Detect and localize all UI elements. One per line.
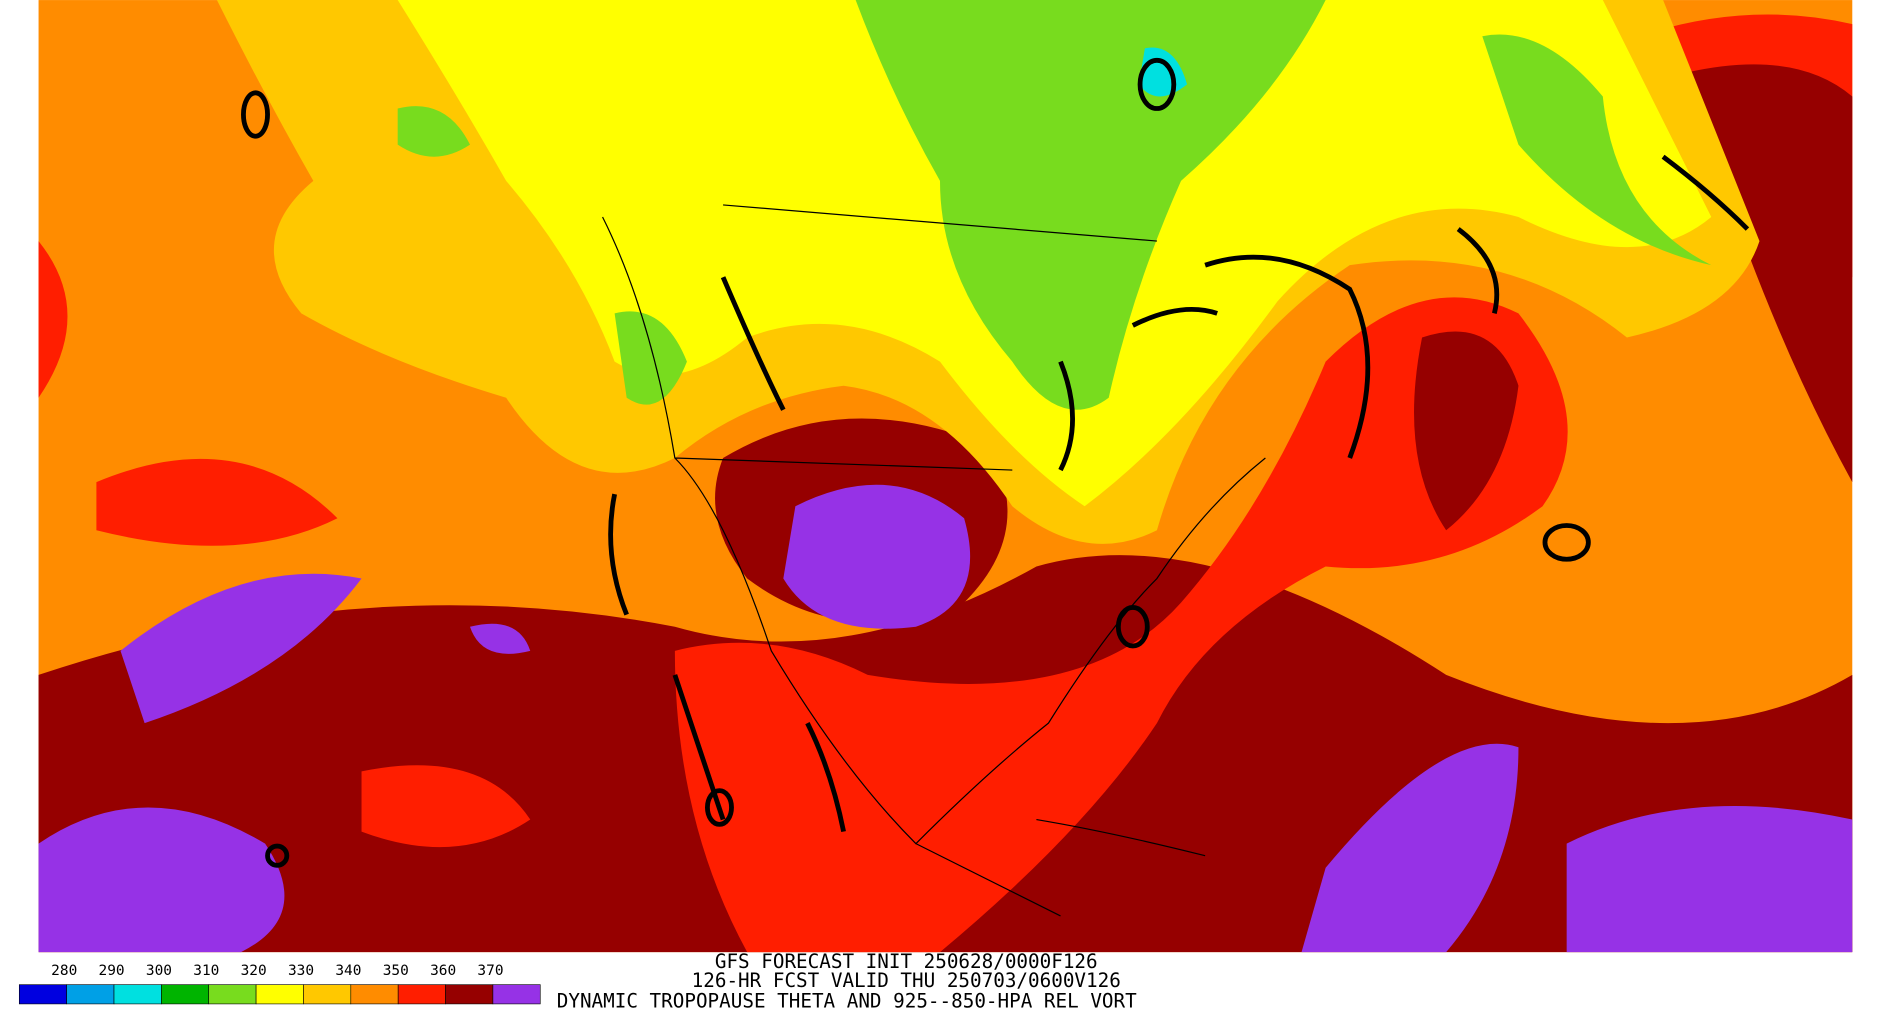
- map: [38, 0, 1853, 953]
- contour: [705, 788, 734, 827]
- colorbar-label: 280: [51, 963, 77, 979]
- title-line: DYNAMIC TROPOPAUSE THETA AND 925--850-HP…: [557, 990, 1137, 1010]
- colorbar-label: 310: [193, 963, 219, 979]
- colorbar-swatch: [255, 984, 304, 1005]
- colorbar-swatch: [303, 984, 352, 1005]
- theta-region: [397, 0, 1712, 410]
- colorbar-label: 370: [477, 963, 503, 979]
- title-line: GFS FORECAST INIT 250628/0000F126: [715, 950, 1098, 973]
- theta-region: [38, 484, 971, 953]
- title-line: 126-HR FCST VALID THU 250703/0600V126: [692, 969, 1121, 992]
- contour: [608, 276, 1218, 821]
- title-block: GFS FORECAST INIT 250628/0000F126126-HR …: [557, 950, 1137, 1010]
- colorbar-label: 360: [430, 963, 456, 979]
- colorbar-swatch: [397, 984, 446, 1005]
- colorbar: 280 290 300 310 320 330 340 350 360 370: [18, 963, 541, 1005]
- colorbar-swatch: [66, 984, 115, 1005]
- contour: [805, 154, 1750, 833]
- colorbar-label: 320: [241, 963, 267, 979]
- colorbar-swatch: [350, 984, 399, 1005]
- contour: [1542, 523, 1591, 562]
- contour: [1115, 605, 1150, 649]
- colorbar-swatch: [445, 984, 494, 1005]
- colorbar-label: 350: [383, 963, 409, 979]
- colorbar-swatch: [208, 984, 257, 1005]
- theta-region: [38, 241, 338, 546]
- colorbar-swatch: [113, 984, 162, 1005]
- contour: [1204, 254, 1371, 459]
- colorbar-swatch: [161, 984, 210, 1005]
- colorbar-label: 300: [146, 963, 172, 979]
- colorbar-swatch: [18, 984, 67, 1005]
- coastline: [602, 204, 1266, 917]
- contour: [241, 90, 270, 139]
- colorbar-label: 340: [335, 963, 361, 979]
- contour: [265, 843, 290, 868]
- vorticity-contours: [241, 57, 1750, 868]
- theta-region: [1414, 64, 1853, 531]
- colorbar-label: 290: [99, 963, 125, 979]
- colorbar-swatch: [492, 984, 541, 1005]
- theta-region: [674, 297, 1568, 953]
- theta-region: [470, 623, 1853, 953]
- colorbar-label: 330: [288, 963, 314, 979]
- contour: [1137, 57, 1177, 111]
